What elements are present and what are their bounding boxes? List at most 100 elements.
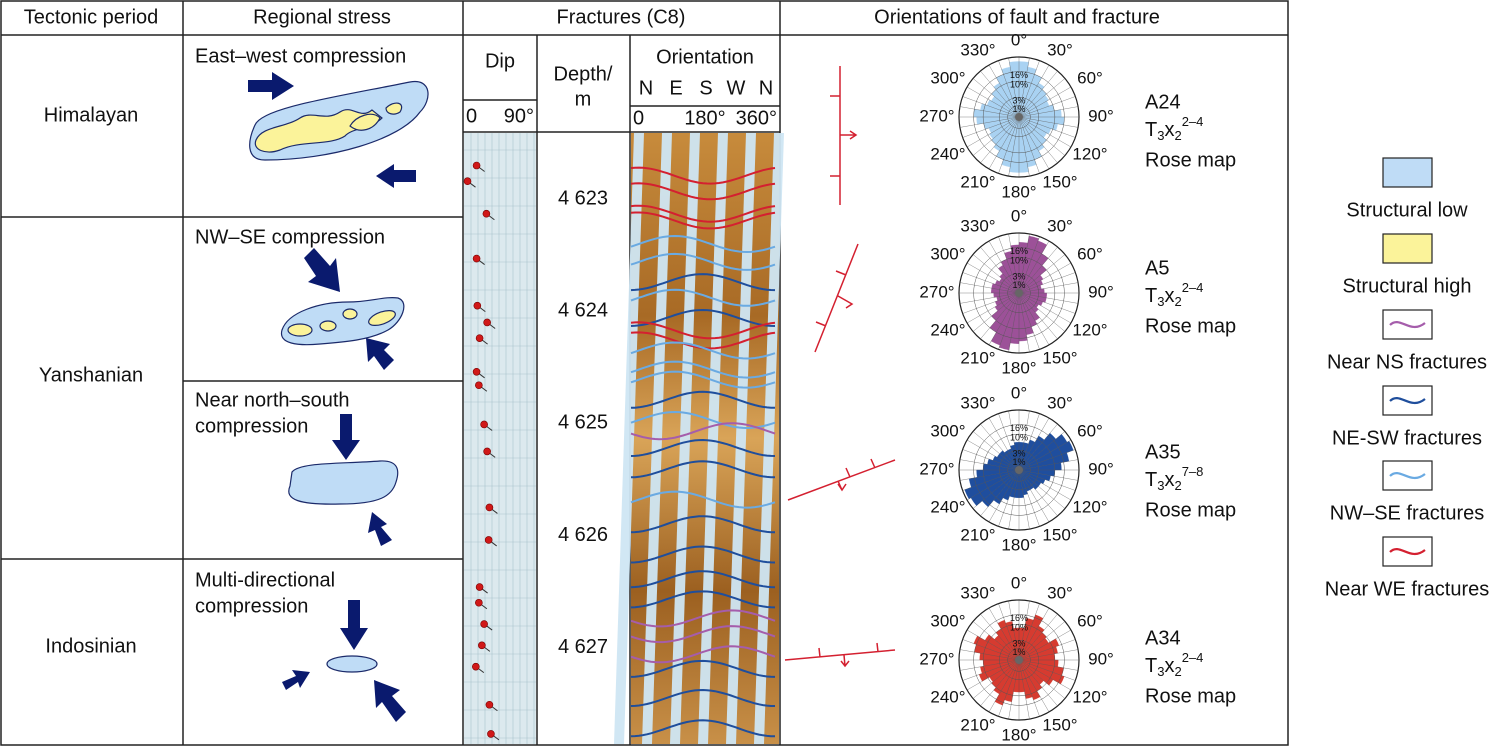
ring-label: 3% <box>1012 449 1025 459</box>
compass-label: E <box>669 77 682 99</box>
structural-high <box>368 310 396 326</box>
fracture-trace <box>630 204 776 223</box>
angle-label: 180° <box>1001 182 1036 201</box>
ring-label: 10% <box>1010 80 1028 90</box>
tadpole-head <box>463 177 472 186</box>
angle-label: 300° <box>930 68 965 87</box>
radial-line <box>1018 659 1058 707</box>
rose-diagram: 16%10% 3%1% 0° 30°60° 90° 120° 150° 180° 210° 240… <box>919 30 1236 201</box>
formation-sup: 7–8 <box>1182 464 1204 479</box>
ring-label: 1% <box>1012 104 1025 114</box>
header: Tectonic period <box>24 6 159 28</box>
radial-line <box>1018 96 1076 118</box>
radial-line <box>1018 417 1050 471</box>
radial-line <box>1008 659 1020 720</box>
ring <box>982 256 1056 330</box>
radial-line <box>980 70 1020 118</box>
radial-line <box>998 60 1020 118</box>
fracture-trace <box>630 360 776 379</box>
tadpole <box>475 583 488 594</box>
angle-label: 150° <box>1042 348 1077 367</box>
radial-line <box>1018 469 1058 517</box>
period: Indosinian <box>45 635 136 657</box>
angle-label: 270° <box>919 459 954 478</box>
radial-line <box>972 78 1020 118</box>
radial-line <box>988 417 1020 471</box>
radial-line <box>1018 282 1079 294</box>
radial-line <box>980 423 1020 471</box>
tadpole <box>475 381 488 392</box>
stress-label: NW–SE compression <box>195 226 385 248</box>
tadpole <box>478 641 491 652</box>
ring-label: 10% <box>1010 256 1028 266</box>
structural-high <box>287 323 313 337</box>
radial-line <box>972 254 1020 294</box>
formation-sup: 2–4 <box>1182 280 1204 295</box>
ring <box>973 71 1065 163</box>
angle-label: 0° <box>1011 383 1027 402</box>
fracture-trace <box>630 460 776 479</box>
arrow <box>366 338 394 370</box>
radial-line <box>1018 410 1030 471</box>
ring-label: 3% <box>1012 272 1025 282</box>
legend-box <box>1382 157 1433 188</box>
formation-letter: x <box>1164 285 1174 307</box>
fracture-trace <box>630 645 776 664</box>
angle-label: 330° <box>960 394 995 413</box>
radial-line <box>1018 603 1040 661</box>
structural-high <box>349 102 403 131</box>
radial-line <box>972 469 1020 509</box>
rose-name: A34 <box>1145 627 1181 649</box>
radial-line <box>959 282 1020 294</box>
tadpole-head <box>472 161 481 170</box>
radial-line <box>962 272 1020 294</box>
track-title: Dip <box>485 50 515 72</box>
radial-line <box>980 469 1020 517</box>
tadpole-head <box>472 662 480 671</box>
angle-label: 30° <box>1047 217 1073 236</box>
radial-line <box>962 469 1020 491</box>
angle-label: 60° <box>1077 421 1103 440</box>
fracture-trace <box>630 288 776 307</box>
tadpole-head <box>472 254 481 263</box>
orientation-tick-label: 360° <box>736 107 777 129</box>
arrow <box>340 600 368 650</box>
arrow <box>376 164 416 188</box>
pad-gap <box>754 133 784 744</box>
radial-line <box>1018 57 1030 118</box>
stress-label: compression <box>195 595 308 617</box>
radial-line <box>1018 254 1066 294</box>
dip-track <box>464 133 536 744</box>
rose-caption: Rose map <box>1145 685 1236 707</box>
structural-low <box>326 655 378 673</box>
radial-line <box>1018 64 1050 118</box>
tadpole <box>484 536 497 547</box>
radial-line <box>1018 116 1072 148</box>
radial-line <box>998 659 1020 717</box>
radial-line <box>1008 233 1020 294</box>
angle-label: 180° <box>1001 725 1036 744</box>
radial-line <box>1018 262 1072 294</box>
angle-label: 60° <box>1077 611 1103 630</box>
rose-caption: Rose map <box>1145 499 1236 521</box>
radial-line <box>988 469 1020 523</box>
fault <box>830 66 858 205</box>
angle-label: 300° <box>930 244 965 263</box>
structural-high <box>319 320 337 332</box>
fault <box>787 458 896 501</box>
ring-label: 10% <box>1010 623 1028 633</box>
radial-line <box>966 292 1020 324</box>
angle-label: 150° <box>1042 525 1077 544</box>
fault <box>814 243 859 353</box>
tadpole-head <box>475 598 483 607</box>
tadpole-head <box>483 318 491 327</box>
formation-sub: 3 <box>1157 478 1164 493</box>
ring <box>1007 648 1031 672</box>
track-title: Orientation <box>656 46 754 68</box>
formation-sub: 3 <box>1157 294 1164 309</box>
ring <box>999 97 1039 137</box>
tadpole-head <box>475 381 483 390</box>
frame <box>0 0 1289 746</box>
formation-sub: 2 <box>1174 478 1181 493</box>
fracture-trace <box>630 422 776 441</box>
